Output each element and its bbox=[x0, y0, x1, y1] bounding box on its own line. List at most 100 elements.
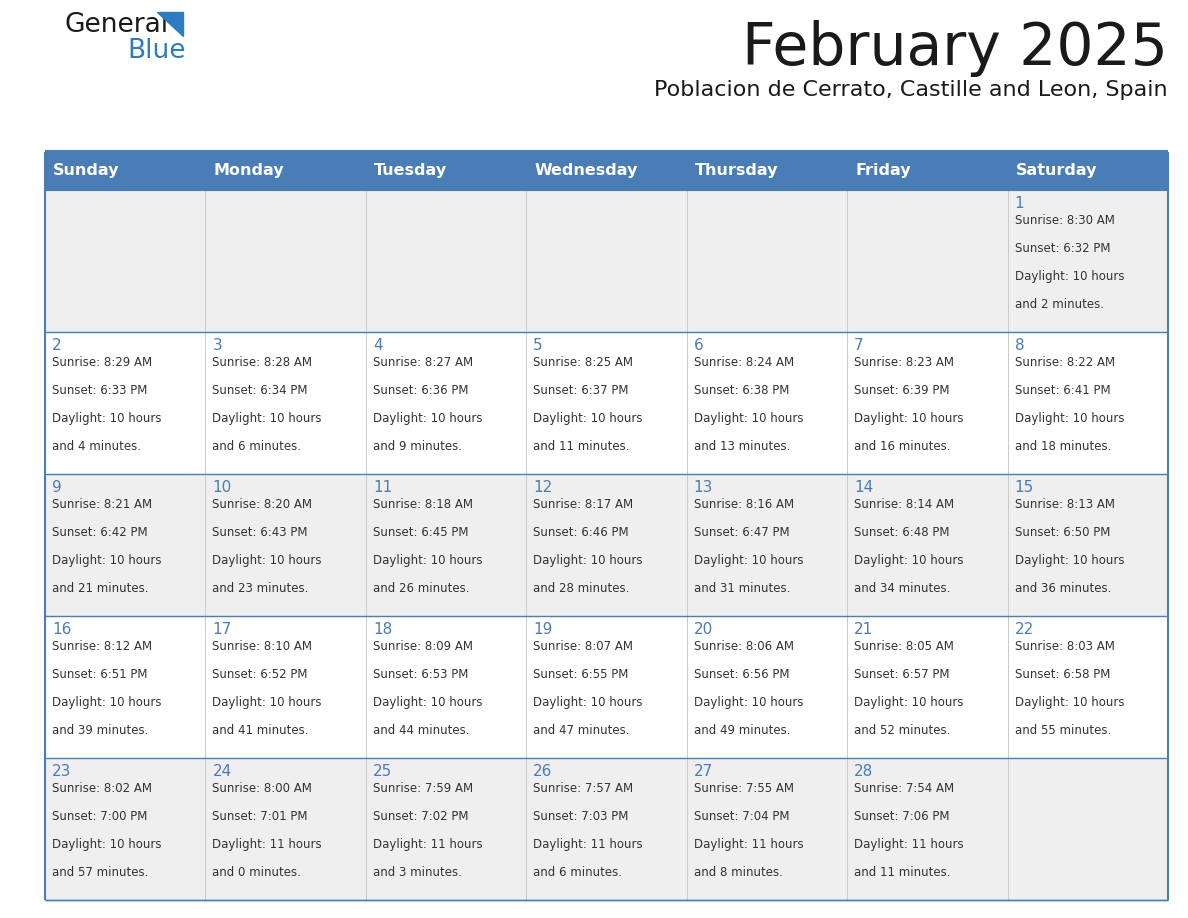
Text: Sunset: 7:01 PM: Sunset: 7:01 PM bbox=[213, 810, 308, 823]
Text: 15: 15 bbox=[1015, 480, 1034, 495]
Text: Sunset: 7:06 PM: Sunset: 7:06 PM bbox=[854, 810, 949, 823]
Text: Sunset: 6:56 PM: Sunset: 6:56 PM bbox=[694, 668, 789, 681]
Text: and 44 minutes.: and 44 minutes. bbox=[373, 724, 469, 737]
Text: Sunrise: 8:24 AM: Sunrise: 8:24 AM bbox=[694, 356, 794, 369]
Text: Tuesday: Tuesday bbox=[374, 163, 447, 178]
Text: Sunrise: 8:02 AM: Sunrise: 8:02 AM bbox=[52, 782, 152, 795]
Bar bbox=[45, 332, 1168, 474]
Text: Daylight: 10 hours: Daylight: 10 hours bbox=[694, 696, 803, 710]
Text: Daylight: 10 hours: Daylight: 10 hours bbox=[533, 554, 643, 567]
Text: Sunset: 6:37 PM: Sunset: 6:37 PM bbox=[533, 384, 628, 397]
Text: Daylight: 10 hours: Daylight: 10 hours bbox=[213, 696, 322, 710]
Text: Sunrise: 8:16 AM: Sunrise: 8:16 AM bbox=[694, 498, 794, 511]
Text: Sunset: 7:02 PM: Sunset: 7:02 PM bbox=[373, 810, 468, 823]
Text: Sunrise: 8:17 AM: Sunrise: 8:17 AM bbox=[533, 498, 633, 511]
Text: 25: 25 bbox=[373, 764, 392, 779]
Text: Blue: Blue bbox=[127, 38, 185, 64]
Text: 20: 20 bbox=[694, 622, 713, 637]
Text: Sunset: 6:42 PM: Sunset: 6:42 PM bbox=[52, 526, 147, 539]
Text: Daylight: 10 hours: Daylight: 10 hours bbox=[52, 554, 162, 567]
Text: 6: 6 bbox=[694, 338, 703, 353]
Text: Sunrise: 8:20 AM: Sunrise: 8:20 AM bbox=[213, 498, 312, 511]
Text: Daylight: 10 hours: Daylight: 10 hours bbox=[1015, 412, 1124, 425]
Text: Sunset: 6:53 PM: Sunset: 6:53 PM bbox=[373, 668, 468, 681]
Text: Daylight: 10 hours: Daylight: 10 hours bbox=[533, 412, 643, 425]
Text: Sunrise: 8:29 AM: Sunrise: 8:29 AM bbox=[52, 356, 152, 369]
Bar bbox=[45, 152, 206, 190]
Text: Daylight: 10 hours: Daylight: 10 hours bbox=[213, 412, 322, 425]
Text: Sunset: 6:46 PM: Sunset: 6:46 PM bbox=[533, 526, 628, 539]
Text: Daylight: 10 hours: Daylight: 10 hours bbox=[694, 412, 803, 425]
Text: and 36 minutes.: and 36 minutes. bbox=[1015, 582, 1111, 595]
Text: Sunrise: 8:28 AM: Sunrise: 8:28 AM bbox=[213, 356, 312, 369]
Text: 18: 18 bbox=[373, 622, 392, 637]
Text: February 2025: February 2025 bbox=[742, 20, 1168, 77]
Text: Sunset: 6:39 PM: Sunset: 6:39 PM bbox=[854, 384, 949, 397]
Text: Sunrise: 8:22 AM: Sunrise: 8:22 AM bbox=[1015, 356, 1114, 369]
Text: Daylight: 10 hours: Daylight: 10 hours bbox=[533, 696, 643, 710]
Text: Sunrise: 8:05 AM: Sunrise: 8:05 AM bbox=[854, 640, 954, 653]
Text: Monday: Monday bbox=[214, 163, 284, 178]
Text: and 4 minutes.: and 4 minutes. bbox=[52, 441, 141, 453]
Bar bbox=[45, 758, 1168, 900]
Text: 26: 26 bbox=[533, 764, 552, 779]
Text: Sunset: 6:57 PM: Sunset: 6:57 PM bbox=[854, 668, 949, 681]
Text: Sunrise: 7:54 AM: Sunrise: 7:54 AM bbox=[854, 782, 954, 795]
Text: Sunrise: 8:09 AM: Sunrise: 8:09 AM bbox=[373, 640, 473, 653]
Text: Sunset: 6:41 PM: Sunset: 6:41 PM bbox=[1015, 384, 1111, 397]
Bar bbox=[45, 616, 1168, 758]
Text: and 6 minutes.: and 6 minutes. bbox=[533, 867, 623, 879]
Text: Sunset: 6:51 PM: Sunset: 6:51 PM bbox=[52, 668, 147, 681]
Text: Thursday: Thursday bbox=[695, 163, 778, 178]
Text: 22: 22 bbox=[1015, 622, 1034, 637]
Text: 1: 1 bbox=[1015, 196, 1024, 211]
Text: Saturday: Saturday bbox=[1016, 163, 1097, 178]
Text: and 28 minutes.: and 28 minutes. bbox=[533, 582, 630, 595]
Text: and 13 minutes.: and 13 minutes. bbox=[694, 441, 790, 453]
Text: 9: 9 bbox=[52, 480, 62, 495]
Text: General: General bbox=[65, 12, 169, 38]
Bar bbox=[45, 474, 1168, 616]
Text: and 16 minutes.: and 16 minutes. bbox=[854, 441, 950, 453]
Text: and 55 minutes.: and 55 minutes. bbox=[1015, 724, 1111, 737]
Text: Sunset: 6:38 PM: Sunset: 6:38 PM bbox=[694, 384, 789, 397]
Text: Sunset: 7:00 PM: Sunset: 7:00 PM bbox=[52, 810, 147, 823]
Text: Sunrise: 8:10 AM: Sunrise: 8:10 AM bbox=[213, 640, 312, 653]
Bar bbox=[206, 152, 366, 190]
Text: Daylight: 10 hours: Daylight: 10 hours bbox=[373, 412, 482, 425]
Text: 24: 24 bbox=[213, 764, 232, 779]
Text: Daylight: 10 hours: Daylight: 10 hours bbox=[854, 696, 963, 710]
Text: 8: 8 bbox=[1015, 338, 1024, 353]
Text: 13: 13 bbox=[694, 480, 713, 495]
Text: and 52 minutes.: and 52 minutes. bbox=[854, 724, 950, 737]
Text: Sunset: 6:52 PM: Sunset: 6:52 PM bbox=[213, 668, 308, 681]
Text: and 47 minutes.: and 47 minutes. bbox=[533, 724, 630, 737]
Text: and 21 minutes.: and 21 minutes. bbox=[52, 582, 148, 595]
Text: 5: 5 bbox=[533, 338, 543, 353]
Text: and 11 minutes.: and 11 minutes. bbox=[854, 867, 950, 879]
Text: Poblacion de Cerrato, Castille and Leon, Spain: Poblacion de Cerrato, Castille and Leon,… bbox=[655, 80, 1168, 100]
Text: Sunrise: 7:59 AM: Sunrise: 7:59 AM bbox=[373, 782, 473, 795]
Text: Sunset: 7:04 PM: Sunset: 7:04 PM bbox=[694, 810, 789, 823]
Text: Sunset: 6:33 PM: Sunset: 6:33 PM bbox=[52, 384, 147, 397]
Text: and 31 minutes.: and 31 minutes. bbox=[694, 582, 790, 595]
Text: and 57 minutes.: and 57 minutes. bbox=[52, 867, 148, 879]
Text: and 11 minutes.: and 11 minutes. bbox=[533, 441, 630, 453]
Bar bbox=[526, 152, 687, 190]
Text: Sunrise: 8:07 AM: Sunrise: 8:07 AM bbox=[533, 640, 633, 653]
Text: Friday: Friday bbox=[855, 163, 911, 178]
Text: 23: 23 bbox=[52, 764, 71, 779]
Text: and 34 minutes.: and 34 minutes. bbox=[854, 582, 950, 595]
Text: Wednesday: Wednesday bbox=[535, 163, 638, 178]
Text: and 41 minutes.: and 41 minutes. bbox=[213, 724, 309, 737]
Text: 2: 2 bbox=[52, 338, 62, 353]
Text: 16: 16 bbox=[52, 622, 71, 637]
Text: Daylight: 10 hours: Daylight: 10 hours bbox=[373, 554, 482, 567]
Text: Sunset: 6:34 PM: Sunset: 6:34 PM bbox=[213, 384, 308, 397]
Text: Sunset: 6:50 PM: Sunset: 6:50 PM bbox=[1015, 526, 1110, 539]
Text: Sunrise: 8:13 AM: Sunrise: 8:13 AM bbox=[1015, 498, 1114, 511]
Text: Daylight: 11 hours: Daylight: 11 hours bbox=[213, 838, 322, 851]
Text: Daylight: 10 hours: Daylight: 10 hours bbox=[52, 412, 162, 425]
Text: Daylight: 10 hours: Daylight: 10 hours bbox=[52, 696, 162, 710]
Text: Sunset: 7:03 PM: Sunset: 7:03 PM bbox=[533, 810, 628, 823]
